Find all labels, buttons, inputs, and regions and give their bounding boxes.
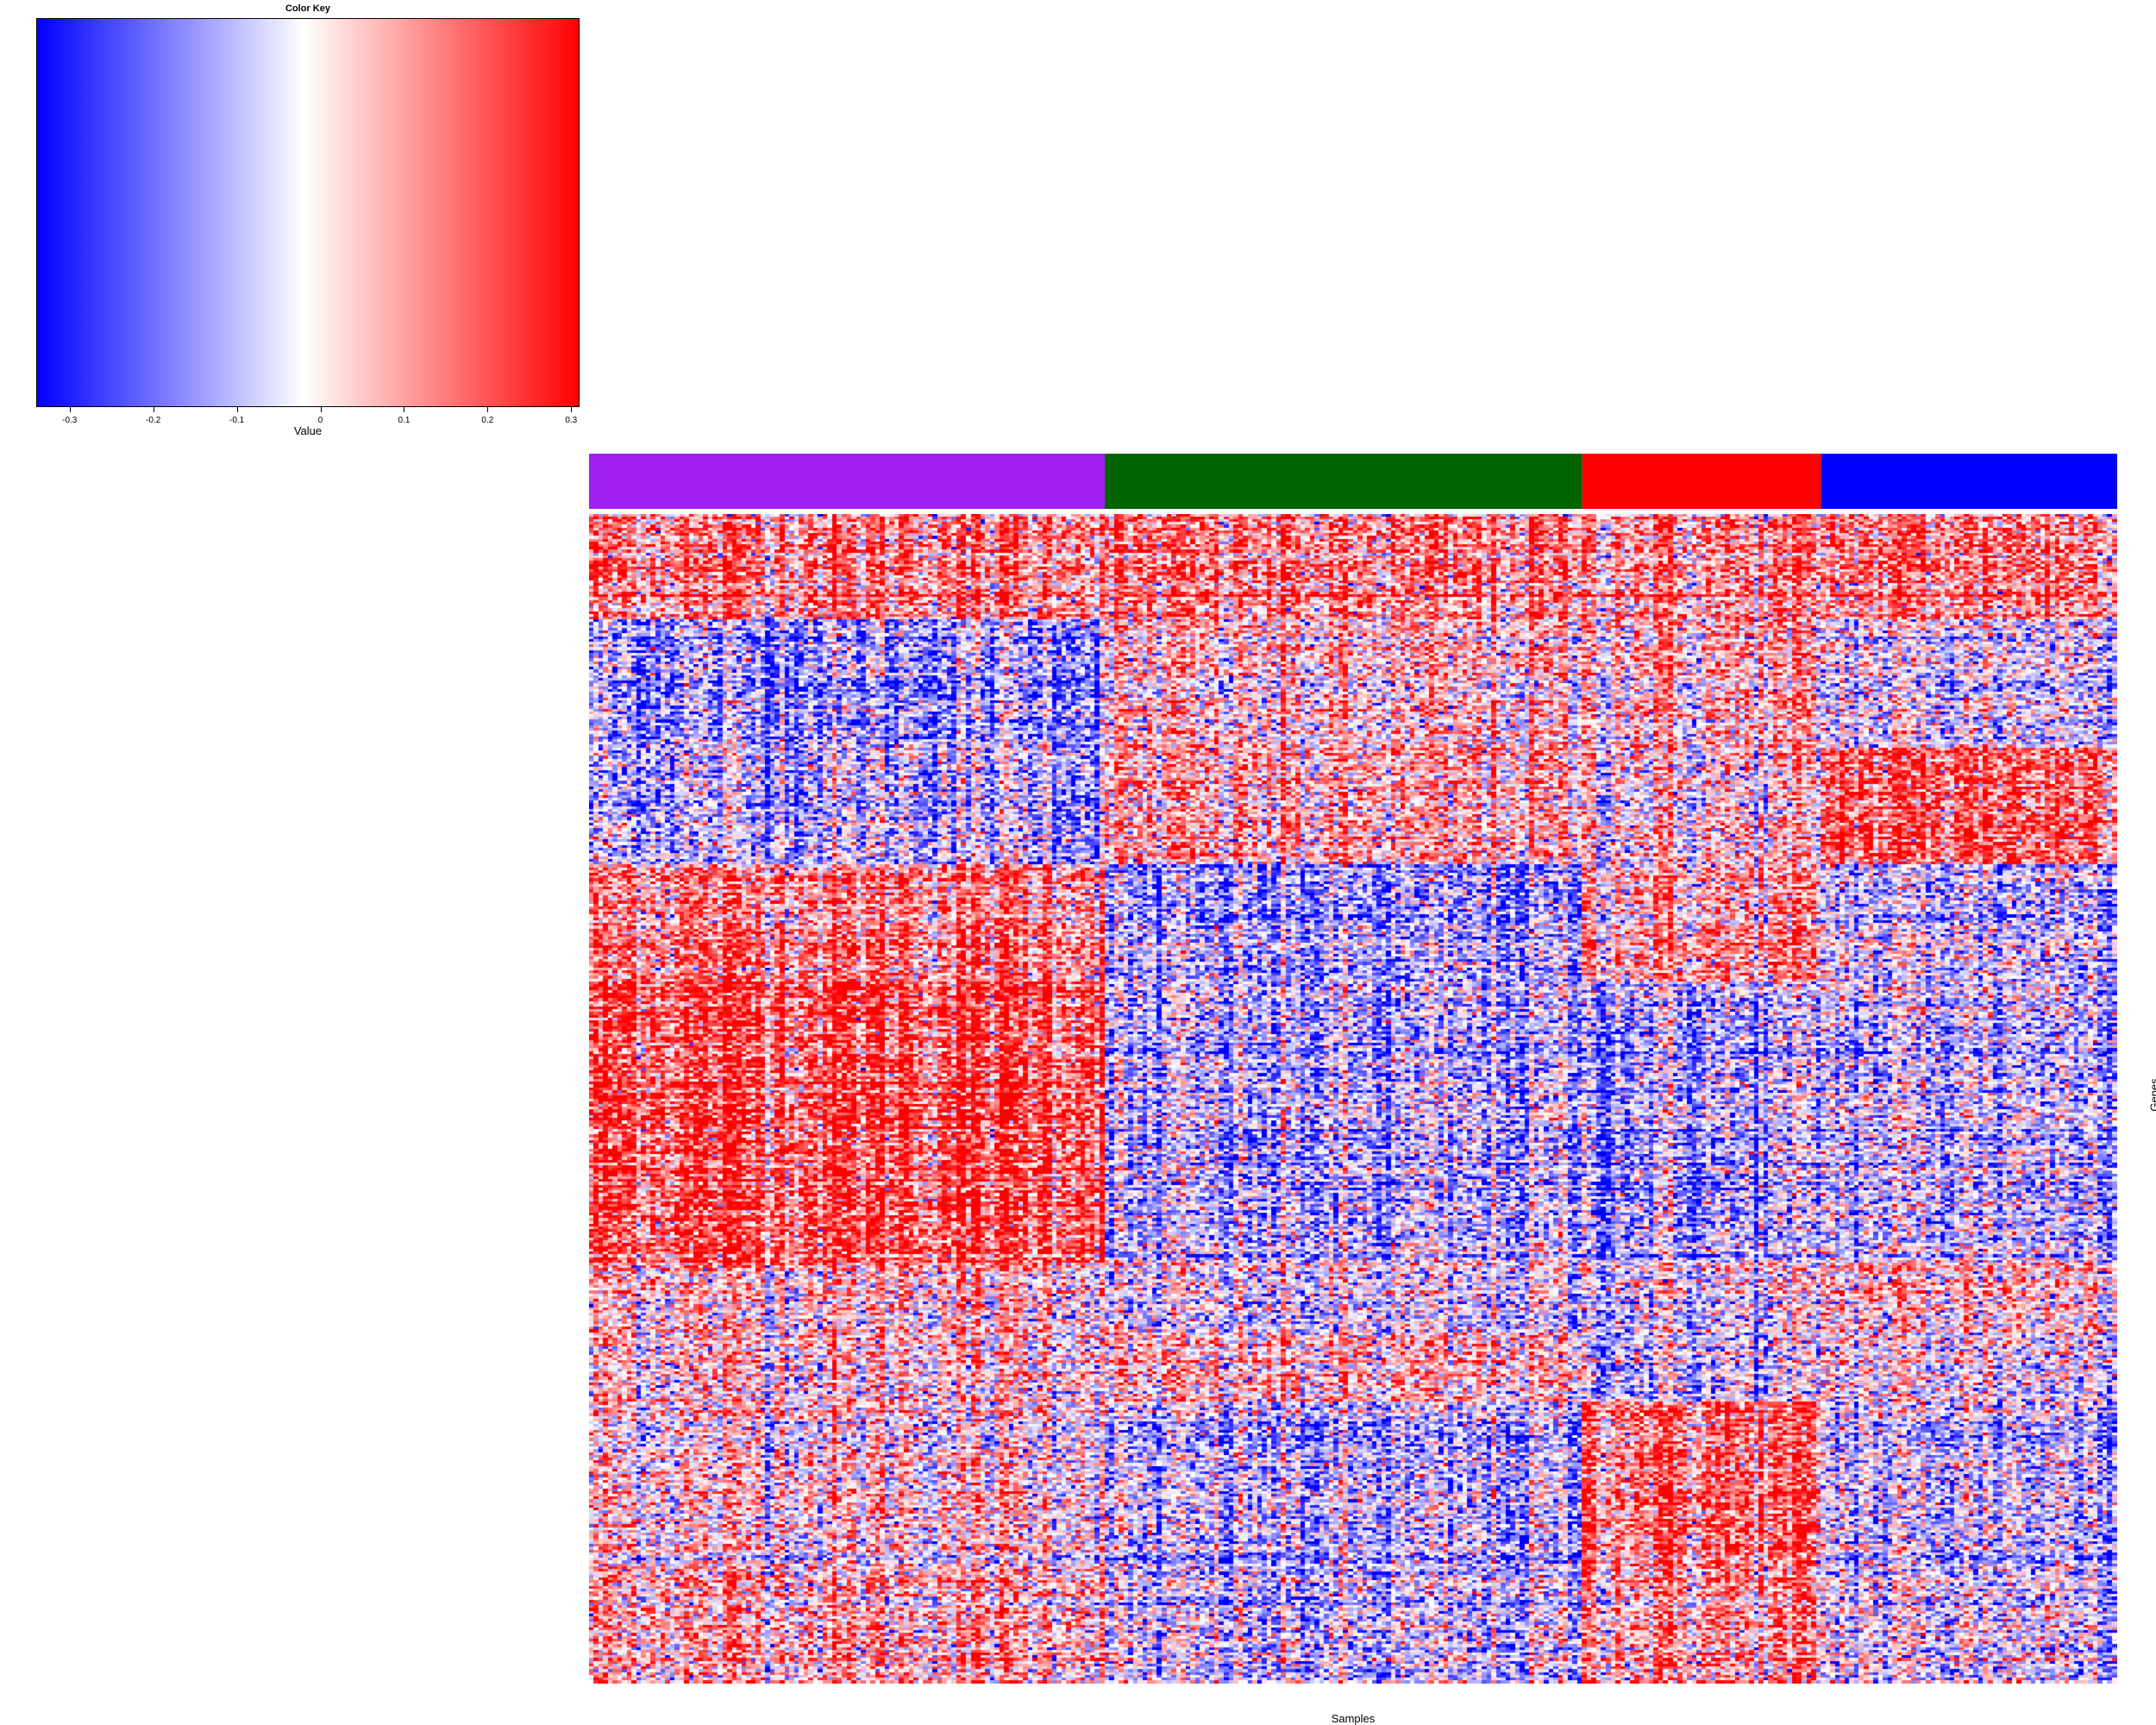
color-key-gradient — [36, 18, 580, 407]
color-key-title: Color Key — [285, 3, 330, 14]
color-key-tick-label: 0.1 — [398, 416, 411, 425]
color-key-tick — [320, 407, 322, 412]
color-key-tick-label: -0.3 — [62, 416, 78, 425]
sample-group-segment — [1821, 454, 2117, 509]
color-key-tick-label: -0.2 — [146, 416, 161, 425]
color-key-tick — [487, 407, 489, 412]
sample-group-segment — [589, 454, 1106, 509]
color-key-tick — [571, 407, 573, 412]
x-axis-label: Samples — [1331, 1712, 1376, 1725]
sample-group-color-bar — [589, 454, 2117, 509]
color-key-tick — [236, 407, 238, 412]
color-key-tick-label: -0.1 — [229, 416, 245, 425]
color-key-tick-label: 0 — [317, 416, 323, 425]
heatmap-cells — [589, 514, 2117, 1684]
sample-group-segment — [1582, 454, 1821, 509]
color-key-tick-label: 0.2 — [481, 416, 494, 425]
color-key-tick-label: 0.3 — [565, 416, 578, 425]
sample-group-segment — [1105, 454, 1583, 509]
color-key-tick — [69, 407, 71, 412]
color-key-axis-label: Value — [293, 424, 323, 437]
y-axis-label: Genes — [2147, 1078, 2156, 1112]
